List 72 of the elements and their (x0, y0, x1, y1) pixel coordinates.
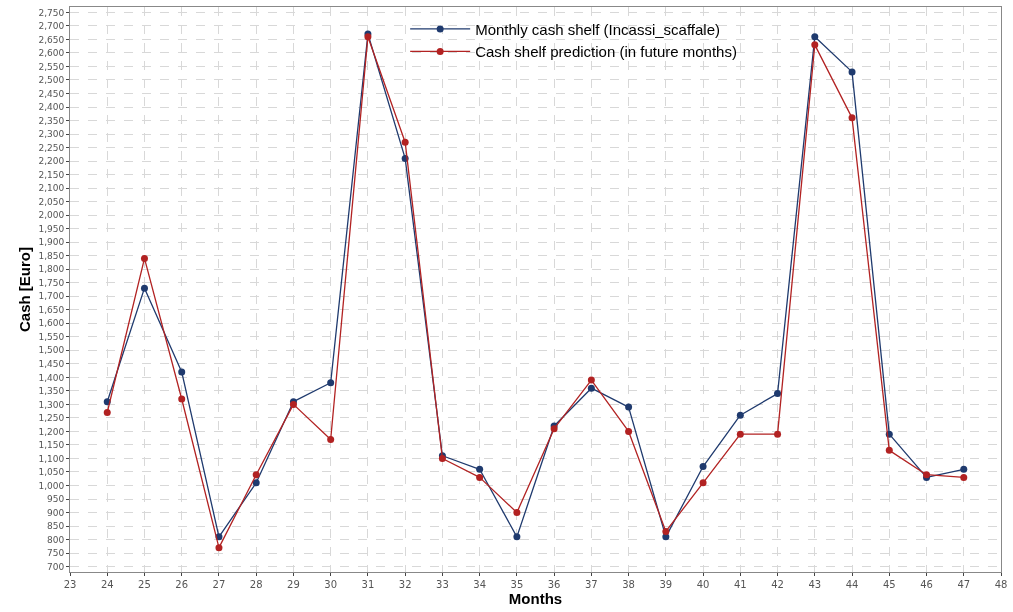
x-tick-label: 27 (212, 579, 226, 590)
x-tick-label: 44 (845, 579, 859, 590)
y-tick-label: 1,750 (38, 277, 65, 288)
y-tick-label: 2,050 (38, 196, 65, 207)
x-tick-label: 24 (100, 579, 114, 590)
x-tick-label: 29 (287, 579, 300, 590)
x-tick-label: 37 (584, 579, 598, 590)
y-tick-label: 1,500 (38, 345, 65, 356)
y-tick-label: 1,400 (38, 372, 65, 383)
y-tick-label: 850 (47, 521, 65, 532)
y-tick-label: 2,300 (38, 129, 65, 140)
legend-label: Cash shelf prediction (in future months) (475, 43, 737, 61)
y-tick-label: 2,250 (38, 142, 65, 153)
y-tick-label: 1,200 (38, 426, 65, 437)
x-tick-label: 47 (957, 579, 971, 590)
x-tick-label: 28 (249, 579, 263, 590)
y-tick-label: 1,000 (38, 480, 65, 491)
y-tick-label: 2,150 (38, 169, 65, 180)
x-tick-label: 46 (920, 579, 933, 590)
y-tick-label: 1,150 (38, 440, 65, 451)
x-tick-label: 38 (622, 579, 635, 590)
x-tick-label: 35 (510, 579, 524, 590)
y-tick-label: 1,600 (38, 318, 65, 329)
y-tick-label: 1,950 (38, 223, 65, 234)
y-tick-label: 2,000 (38, 210, 65, 221)
y-tick-label: 1,250 (38, 413, 65, 424)
y-tick-label: 700 (47, 561, 65, 572)
y-tick-label: 1,550 (38, 331, 65, 342)
x-axis-title: Months (508, 590, 563, 607)
x-tick-label: 23 (63, 579, 77, 590)
x-tick-label: 31 (361, 579, 375, 590)
x-tick-label: 48 (994, 579, 1008, 590)
y-tick-label: 2,100 (38, 183, 65, 194)
x-tick-label: 34 (473, 579, 487, 590)
y-tick-label: 750 (47, 548, 65, 559)
y-tick-label: 2,400 (38, 102, 65, 113)
x-tick-label: 40 (696, 579, 710, 590)
x-tick-label: 42 (771, 579, 784, 590)
y-tick-label: 2,500 (38, 75, 65, 86)
y-tick-label: 2,700 (38, 21, 65, 32)
x-tick-label: 33 (436, 579, 449, 590)
x-tick-label: 26 (175, 579, 189, 590)
y-tick-label: 2,600 (38, 48, 65, 59)
y-tick-label: 2,350 (38, 115, 65, 126)
legend-label: Monthly cash shelf (Incassi_scaffale) (475, 20, 720, 38)
x-tick-label: 30 (324, 579, 338, 590)
y-axis-title: Cash [Euro] (15, 246, 33, 333)
y-tick-label: 1,850 (38, 250, 65, 261)
y-tick-label: 1,450 (38, 358, 65, 369)
x-tick-label: 39 (659, 579, 673, 590)
y-tick-label: 950 (47, 494, 65, 505)
x-tick-label: 32 (398, 579, 412, 590)
y-tick-label: 2,750 (38, 7, 65, 18)
y-tick-label: 1,800 (38, 264, 65, 275)
y-tick-label: 1,350 (38, 386, 65, 397)
y-tick-label: 900 (47, 507, 65, 518)
y-tick-label: 2,650 (38, 34, 65, 45)
x-tick-label: 43 (808, 579, 822, 590)
y-tick-label: 1,300 (38, 399, 65, 410)
x-tick-label: 36 (547, 579, 561, 590)
x-tick-label: 25 (138, 579, 151, 590)
y-tick-label: 2,450 (38, 88, 65, 99)
y-tick-label: 1,700 (38, 291, 65, 302)
y-tick-label: 1,100 (38, 453, 65, 464)
y-tick-label: 1,050 (38, 467, 65, 478)
x-tick-label: 41 (733, 579, 747, 590)
y-tick-label: 1,900 (38, 237, 65, 248)
y-tick-label: 2,200 (38, 156, 65, 167)
y-tick-label: 1,650 (38, 304, 65, 315)
y-tick-label: 2,550 (38, 61, 65, 72)
y-tick-label: 800 (47, 534, 65, 545)
x-tick-label: 45 (882, 579, 896, 590)
